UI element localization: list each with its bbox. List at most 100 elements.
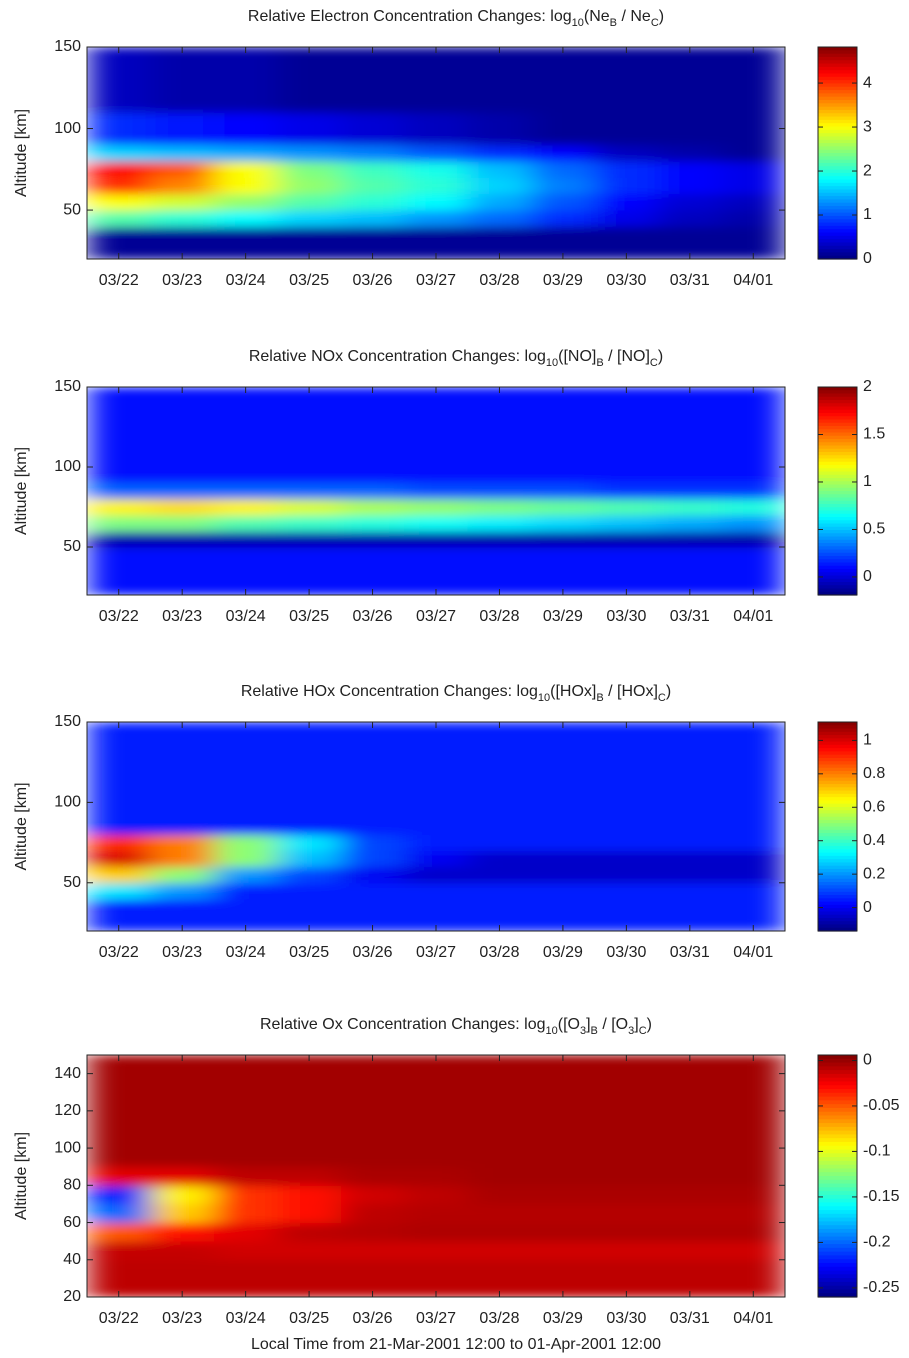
heatmap-cell xyxy=(340,483,405,500)
y-tick-label: 100 xyxy=(54,458,81,475)
heatmap-cell xyxy=(594,177,659,195)
y-tick-label: 150 xyxy=(54,713,81,730)
heatmap-cell xyxy=(87,834,151,852)
heatmap-cell xyxy=(213,451,278,484)
colorbar-segment xyxy=(818,465,857,469)
heatmap-cell xyxy=(340,499,405,516)
colorbar-segment xyxy=(818,390,857,395)
colorbar-segment xyxy=(818,777,857,782)
title-part: C xyxy=(651,17,659,29)
colorbar-segment xyxy=(818,891,857,896)
heatmap-cell xyxy=(594,866,659,884)
colorbar-segment xyxy=(818,396,857,401)
title-part: / [O xyxy=(598,1016,628,1033)
colorbar-segment xyxy=(818,136,857,141)
x-tick-label: 03/28 xyxy=(479,944,519,961)
colorbar-segment xyxy=(818,252,857,257)
colorbar-segment xyxy=(818,1160,857,1166)
heatmap-cell xyxy=(594,1222,659,1242)
colorbar-segment xyxy=(818,588,857,593)
heatmap-cell xyxy=(404,786,469,819)
heatmap-cell xyxy=(721,786,785,819)
colorbar-segment xyxy=(818,1107,857,1113)
colorbar-segment xyxy=(818,60,857,65)
x-tick-label: 03/25 xyxy=(289,272,329,289)
colorbar-segment xyxy=(818,116,857,121)
colorbar-segment xyxy=(818,80,857,85)
heatmap-cell xyxy=(467,161,532,178)
heatmap-cell xyxy=(340,1259,405,1297)
heatmap-cell xyxy=(150,112,215,146)
heatmap-cell xyxy=(658,818,723,836)
heatmap-cell xyxy=(467,1203,532,1224)
x-tick-label: 03/30 xyxy=(606,1310,646,1327)
heatmap-cell xyxy=(277,483,342,500)
colorbar-segment xyxy=(818,172,857,177)
heatmap-cell xyxy=(87,161,151,178)
heatmap-cell xyxy=(467,47,532,113)
heatmap-cell xyxy=(721,818,785,836)
colorbar-segment xyxy=(818,242,857,247)
colorbar-segment xyxy=(818,435,857,440)
colorbar-segment xyxy=(818,546,857,551)
x-tick-label: 03/31 xyxy=(670,1310,710,1327)
heatmap-cell xyxy=(594,112,659,146)
heatmap-cell xyxy=(467,531,532,548)
x-tick-label: 03/23 xyxy=(162,272,202,289)
plot-area xyxy=(87,387,785,595)
heatmap-cell xyxy=(213,112,278,146)
heatmap-cell xyxy=(404,1241,469,1261)
heatmap-cell xyxy=(594,515,659,532)
heatmap-cell xyxy=(467,515,532,532)
colorbar-segment xyxy=(818,169,857,174)
heatmap-cell xyxy=(467,850,532,868)
colorbar-segment xyxy=(818,823,857,828)
colorbar-segment xyxy=(818,409,857,414)
colorbar-segment xyxy=(818,1247,857,1253)
x-tick-label: 03/27 xyxy=(416,944,456,961)
colorbar-segment xyxy=(818,96,857,101)
heatmap-cell xyxy=(531,112,596,146)
heatmap-cell xyxy=(277,882,342,900)
x-tick-label: 03/29 xyxy=(543,272,583,289)
heatmap-cell xyxy=(87,177,151,195)
colorbar-segment xyxy=(818,73,857,78)
heatmap-cell xyxy=(340,547,405,564)
heatmap-cell xyxy=(213,1185,278,1205)
colorbar-segment xyxy=(818,199,857,204)
colorbar-segment xyxy=(818,219,857,224)
heatmap-cell xyxy=(721,866,785,884)
colorbar-segment xyxy=(818,1206,857,1211)
heatmap-cell xyxy=(467,834,532,852)
y-tick-label: 50 xyxy=(63,874,81,891)
heatmap-cell xyxy=(87,818,151,836)
x-tick-label: 03/31 xyxy=(670,608,710,625)
heatmap-cell xyxy=(721,1241,785,1261)
heatmap-cell xyxy=(87,387,151,452)
heatmap-cell xyxy=(594,882,659,900)
heatmap-cell xyxy=(277,850,342,868)
heatmap-cell xyxy=(658,112,723,146)
heatmap-cell xyxy=(150,1222,215,1242)
chart-title: Relative HOx Concentration Changes: log1… xyxy=(241,683,671,704)
heatmap-cell xyxy=(721,1055,785,1130)
heatmap-cell xyxy=(531,531,596,548)
heatmap-cell xyxy=(531,515,596,532)
heatmap-cell xyxy=(277,1259,342,1297)
heatmap-cell xyxy=(87,722,151,787)
heatmap-cell xyxy=(658,47,723,113)
colorbar-segment xyxy=(818,569,857,573)
heatmap-cell xyxy=(467,112,532,146)
heatmap-cell xyxy=(658,387,723,452)
heatmap-cell xyxy=(150,531,215,548)
heatmap-cell xyxy=(467,451,532,484)
colorbar-segment xyxy=(818,810,857,815)
heatmap-cell xyxy=(721,193,785,211)
heatmap-cell xyxy=(213,193,278,211)
colorbar-segment xyxy=(818,83,857,88)
colorbar-segment xyxy=(818,166,857,171)
x-tick-label: 03/23 xyxy=(162,1310,202,1327)
heatmap-cell xyxy=(150,1055,215,1130)
heatmap-cell xyxy=(467,499,532,516)
heatmap-cell xyxy=(277,834,342,852)
